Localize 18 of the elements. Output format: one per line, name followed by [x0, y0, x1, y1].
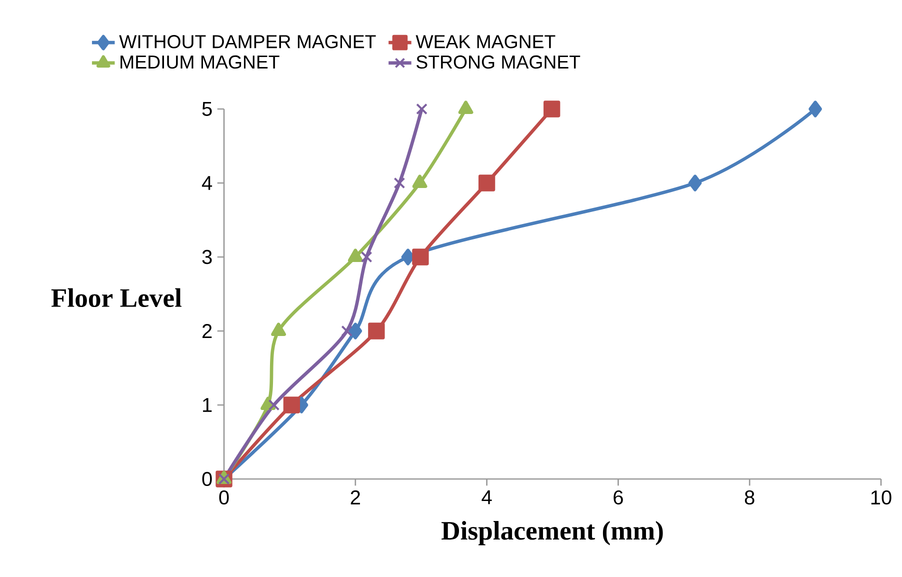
y-tick-label: 2 — [202, 324, 212, 338]
x-tick-label: 2 — [350, 490, 360, 504]
legend-label: WEAK MAGNET — [416, 35, 556, 48]
y-tick-label: 3 — [202, 250, 212, 264]
y-tick-label: 4 — [202, 176, 212, 190]
x-tick-label: 0 — [219, 490, 229, 505]
legend-label: STRONG MAGNET — [416, 55, 580, 69]
legend-label: WITHOUT DAMPER MAGNET — [119, 35, 376, 48]
x-tick-label: 6 — [614, 490, 623, 505]
x-tick-label: 10 — [871, 490, 892, 505]
y-axis-title: Floor Level — [51, 288, 182, 308]
y-tick-label: 5 — [202, 102, 212, 116]
x-tick-label: 4 — [482, 490, 492, 504]
y-tick-label: 0 — [202, 472, 212, 486]
y-tick-label: 1 — [203, 398, 212, 412]
x-axis-title: Displacement (mm) — [442, 521, 663, 546]
x-tick-label: 8 — [744, 490, 754, 505]
legend-label: MEDIUM MAGNET — [120, 55, 280, 69]
